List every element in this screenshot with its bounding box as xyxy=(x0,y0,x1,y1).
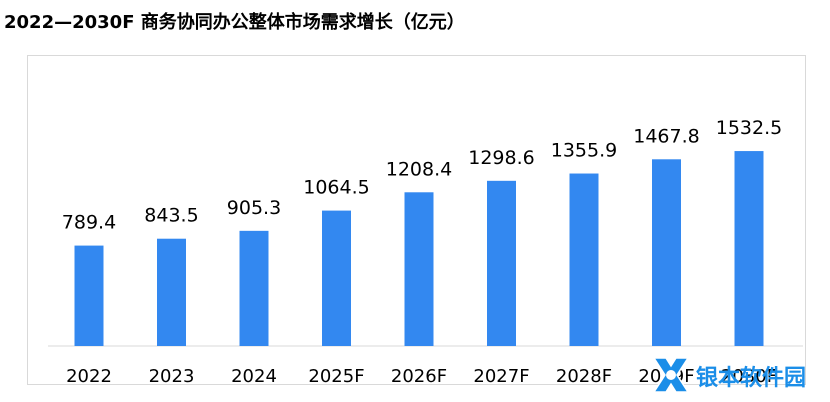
bar-2022 xyxy=(74,245,104,346)
bar-2030F xyxy=(734,151,764,346)
bars-layer xyxy=(74,151,764,346)
data-label-2023: 843.5 xyxy=(144,205,198,227)
data-label-2029F: 1467.8 xyxy=(633,125,699,147)
chart-title: 2022—2030F 商务协同办公整体市场需求增长（亿元） xyxy=(4,12,465,33)
bar-2025F xyxy=(322,210,351,346)
x-logo-icon xyxy=(652,357,690,393)
data-label-2026F: 1208.4 xyxy=(386,158,452,180)
bar-2029F xyxy=(652,159,681,346)
data-label-2030F: 1532.5 xyxy=(716,117,782,139)
data-label-2024: 905.3 xyxy=(227,197,281,219)
watermark: 银本软件园 xyxy=(648,352,828,398)
bar-2026F xyxy=(404,192,434,346)
x-tick-label-2024: 2024 xyxy=(231,366,277,387)
chart-frame xyxy=(27,55,806,385)
data-label-2025F: 1064.5 xyxy=(303,177,369,199)
watermark-text: 银本软件园 xyxy=(696,366,807,391)
data-label-2028F: 1355.9 xyxy=(551,140,617,162)
x-tick-label-2026F: 2026F xyxy=(391,366,447,387)
data-label-2027F: 1298.6 xyxy=(468,147,534,169)
bar-2028F xyxy=(569,173,599,346)
x-tick-labels-layer: 2022202320242025F2026F2027F2028F2029F203… xyxy=(66,366,777,387)
bar-2024 xyxy=(239,230,269,346)
x-tick-label-2028F: 2028F xyxy=(556,366,612,387)
x-tick-label-2023: 2023 xyxy=(149,366,195,387)
bar-2023 xyxy=(157,238,186,346)
x-tick-label-2030F: 2030F xyxy=(721,366,777,387)
x-tick-label-2027F: 2027F xyxy=(473,366,529,387)
x-tick-label-2025F: 2025F xyxy=(308,366,364,387)
bar-2027F xyxy=(487,180,516,346)
data-labels-layer: 789.4 843.5 905.3 1064.5 1208.4 1298.6 1355.9 1… xyxy=(62,117,782,234)
x-tick-label-2022: 2022 xyxy=(66,366,112,387)
data-label-2022: 789.4 xyxy=(62,212,116,234)
